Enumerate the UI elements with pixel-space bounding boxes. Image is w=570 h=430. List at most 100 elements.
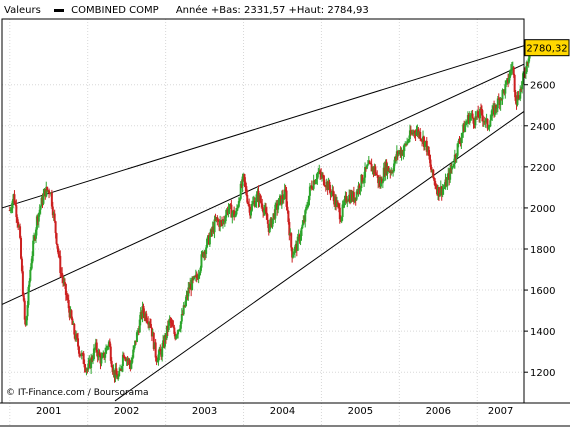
candle-body — [115, 368, 118, 375]
candle-body — [117, 376, 120, 379]
candle — [111, 365, 114, 375]
candle-body — [499, 98, 502, 106]
candle-body — [155, 357, 158, 363]
candle-body — [304, 210, 307, 222]
candle-body — [395, 151, 398, 159]
candle-body — [149, 324, 152, 328]
candle-body — [206, 238, 209, 248]
candle-body — [123, 357, 126, 359]
candle-body — [278, 198, 281, 206]
candle-body — [15, 205, 18, 218]
candle-body — [446, 177, 449, 187]
candle-body — [50, 192, 53, 207]
candle-body — [131, 357, 134, 363]
candle-body — [362, 181, 365, 183]
candle — [451, 161, 454, 174]
year-stats: Année +Bas: 2331,57 +Haut: 2784,93 — [175, 5, 369, 16]
candle-body — [340, 217, 343, 222]
candle-body — [66, 297, 69, 300]
candle-body — [433, 177, 436, 181]
candle-body — [73, 323, 76, 335]
candle-body — [491, 109, 494, 117]
candle — [55, 232, 58, 246]
candle — [271, 218, 274, 229]
last-price-label: 2780,32 — [526, 44, 567, 55]
candle — [474, 111, 477, 129]
candle-body — [245, 186, 248, 195]
candle-body — [353, 197, 356, 202]
candle — [471, 109, 474, 119]
candle-body — [98, 351, 101, 356]
candle-body — [432, 169, 435, 178]
candle-body — [330, 192, 333, 195]
candle-body — [100, 358, 103, 364]
candle-body — [438, 193, 441, 197]
candle-body — [239, 183, 242, 199]
candle-body — [71, 318, 74, 325]
candle-body — [30, 263, 33, 270]
candle — [177, 329, 180, 339]
candle-body — [230, 204, 233, 218]
candle-body — [481, 115, 484, 122]
candle-body — [508, 71, 511, 78]
candle-body — [227, 208, 230, 213]
candle — [21, 265, 24, 297]
candle-body — [87, 363, 90, 370]
candle — [82, 350, 85, 365]
candle — [307, 195, 310, 207]
candle-body — [409, 130, 412, 135]
candle-body — [55, 233, 58, 244]
candle-body — [442, 188, 445, 190]
candle — [497, 93, 500, 100]
candle-body — [248, 204, 251, 207]
candle — [395, 145, 398, 164]
candle-body — [135, 332, 138, 343]
candle-body — [231, 212, 234, 218]
candle-body — [92, 348, 95, 359]
candle-body — [337, 204, 340, 208]
candle-body — [77, 346, 80, 354]
candle-body — [199, 267, 202, 273]
candle-body — [287, 210, 290, 223]
candle — [505, 80, 508, 88]
candle — [432, 168, 435, 180]
candle — [283, 183, 286, 200]
candle-body — [307, 195, 310, 206]
candle-body — [83, 363, 86, 368]
candle-body — [472, 118, 475, 124]
candle-body — [345, 195, 348, 202]
candle-body — [261, 203, 264, 209]
candle — [387, 165, 390, 172]
candle — [300, 226, 303, 241]
candle — [195, 271, 198, 283]
candle-body — [192, 276, 195, 280]
candle-body — [235, 211, 238, 216]
candle-body — [205, 247, 208, 255]
candle-body — [307, 205, 310, 208]
candle — [105, 344, 108, 355]
candle-body — [406, 141, 409, 145]
candle — [34, 227, 37, 243]
candle — [133, 345, 136, 353]
candle — [78, 351, 81, 358]
candle-body — [179, 321, 182, 329]
candle-body — [265, 212, 268, 220]
candle-body — [250, 210, 253, 216]
candle-body — [241, 176, 244, 187]
x-tick-label: 2007 — [488, 406, 513, 417]
candle-body — [180, 314, 183, 322]
candle — [90, 353, 93, 374]
candle-body — [157, 354, 160, 362]
candle-body — [118, 371, 121, 377]
candle-body — [504, 84, 507, 94]
candle-body — [93, 348, 96, 350]
candle-body — [120, 369, 123, 371]
candle-body — [458, 140, 461, 143]
series-label: Valeurs — [4, 5, 41, 16]
candle-body — [224, 214, 227, 222]
candle-body — [56, 243, 59, 249]
candle-body — [38, 209, 41, 214]
candle — [472, 117, 475, 129]
candle-body — [293, 246, 296, 253]
